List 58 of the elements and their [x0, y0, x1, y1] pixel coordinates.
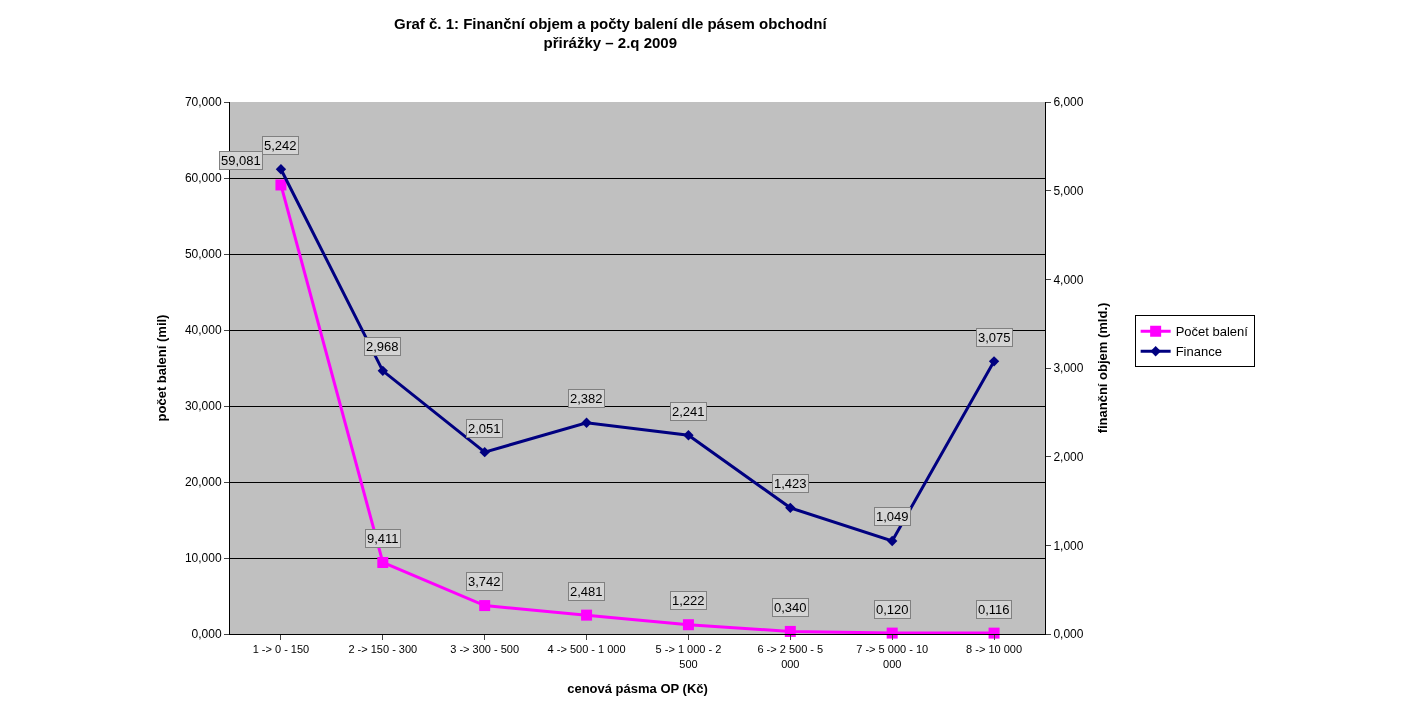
x-tick-label: 1 -> 0 - 150	[252, 643, 310, 656]
data-label: 59,081	[221, 153, 261, 168]
chart-title: Graf č. 1: Finanční objem a počty balení dle pásem obchodní přirážky – 2.q 2009	[394, 14, 828, 52]
data-label: 2,241	[672, 404, 705, 419]
y-tick-label: 20,000	[184, 475, 222, 490]
point	[275, 164, 287, 175]
point	[479, 600, 491, 612]
x-tick-label: 7 -> 5 000 - 10 000	[856, 643, 929, 670]
y-tick-label: 10,000	[184, 551, 222, 566]
x-tick-label: 8 -> 10 000	[966, 643, 1023, 656]
y-tick-label: 30,000	[184, 399, 222, 414]
point	[479, 446, 490, 458]
point	[886, 535, 898, 547]
data-label: 3,742	[468, 574, 501, 589]
y-tick-label: 60,000	[184, 171, 222, 186]
point	[377, 365, 389, 377]
point	[581, 609, 593, 621]
point	[988, 356, 1000, 367]
legend-label: Finance	[1175, 344, 1222, 360]
data-label: 1,423	[774, 476, 807, 491]
y-tick-label: 40,000	[184, 323, 222, 338]
data-label: 5,242	[264, 138, 297, 153]
data-label: 0,116	[978, 602, 1010, 617]
y2-tick-label: 6,000	[1053, 95, 1084, 110]
x-tick-label: 3 -> 300 - 500	[450, 643, 520, 656]
x-tick-label: 4 -> 500 - 1 000	[547, 643, 626, 656]
y2-tick-label: 0,000	[1053, 627, 1084, 642]
point	[377, 556, 389, 568]
y2-tick-label: 4,000	[1053, 272, 1084, 287]
legend-label: Počet balení	[1175, 324, 1249, 340]
data-label: 0,340	[774, 600, 807, 615]
point	[581, 417, 592, 428]
y2-tick-label: 5,000	[1053, 183, 1084, 198]
y2-axis-title: finanční objem (mld.)	[1095, 302, 1111, 434]
data-label: 2,051	[468, 421, 501, 436]
point	[683, 430, 694, 441]
point	[785, 502, 796, 514]
data-label: 3,075	[978, 330, 1011, 345]
data-label: 9,411	[367, 531, 399, 546]
point	[682, 619, 694, 631]
data-label: 0,120	[876, 602, 909, 617]
y2-tick-label: 3,000	[1053, 361, 1084, 376]
y-tick-label: 0,000	[191, 627, 222, 642]
data-label: 2,968	[366, 339, 399, 354]
data-label: 1,222	[672, 593, 705, 608]
x-axis-title: cenová pásma OP (Kč)	[567, 681, 708, 697]
y2-tick-label: 1,000	[1053, 538, 1084, 553]
point	[275, 179, 287, 191]
y-tick-label: 70,000	[184, 95, 222, 110]
y-tick-label: 50,000	[184, 247, 222, 262]
data-label: 2,382	[570, 391, 603, 406]
y-axis-title: počet balení (mil)	[153, 314, 169, 422]
data-label: 2,481	[570, 584, 603, 599]
x-tick-label: 2 -> 150 - 300	[348, 643, 418, 656]
y2-tick-label: 2,000	[1053, 449, 1084, 464]
x-tick-label: 5 -> 1 000 - 2 500	[655, 643, 722, 670]
x-tick-label: 6 -> 2 500 - 5 000	[757, 643, 824, 670]
data-label: 1,049	[876, 509, 909, 524]
